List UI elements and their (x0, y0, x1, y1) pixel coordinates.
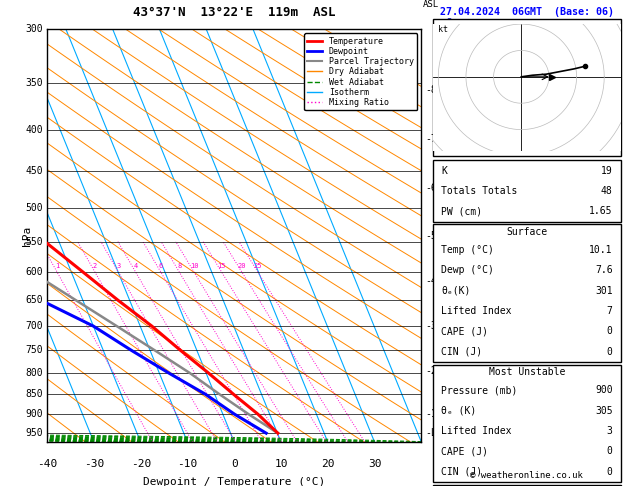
Text: 10.1: 10.1 (589, 245, 613, 255)
Text: CAPE (J): CAPE (J) (441, 327, 488, 336)
Text: 900: 900 (595, 385, 613, 395)
Text: θₑ(K): θₑ(K) (441, 286, 470, 295)
Text: 20: 20 (238, 263, 246, 269)
Text: K: K (441, 166, 447, 175)
Text: 0: 0 (607, 467, 613, 477)
Text: -8: -8 (425, 85, 437, 95)
Text: 750: 750 (26, 346, 43, 355)
Text: -LCL: -LCL (425, 428, 448, 438)
Text: 850: 850 (26, 389, 43, 399)
Bar (433, 224, 621, 362)
Text: 25: 25 (253, 263, 262, 269)
Text: 2: 2 (93, 263, 97, 269)
Text: Dewp (°C): Dewp (°C) (441, 265, 494, 275)
Text: Totals Totals: Totals Totals (441, 186, 517, 196)
Text: 400: 400 (26, 125, 43, 135)
Text: 8: 8 (177, 263, 181, 269)
Text: © weatheronline.co.uk: © weatheronline.co.uk (470, 471, 583, 480)
Text: 6: 6 (159, 263, 163, 269)
Text: 650: 650 (26, 295, 43, 305)
Text: 800: 800 (26, 368, 43, 378)
Text: 300: 300 (26, 24, 43, 34)
Text: 550: 550 (26, 237, 43, 246)
Text: -1: -1 (425, 409, 437, 419)
Text: 0: 0 (607, 447, 613, 456)
Text: 27.04.2024  06GMT  (Base: 06): 27.04.2024 06GMT (Base: 06) (440, 7, 614, 17)
Text: 500: 500 (26, 203, 43, 213)
Text: 3: 3 (607, 426, 613, 436)
Text: -20: -20 (131, 459, 151, 469)
Text: 10: 10 (274, 459, 288, 469)
Text: Lifted Index: Lifted Index (441, 306, 511, 316)
Bar (433, 19, 621, 156)
Text: -7: -7 (425, 135, 437, 144)
Text: PW (cm): PW (cm) (441, 207, 482, 216)
Text: CAPE (J): CAPE (J) (441, 447, 488, 456)
Text: kt: kt (438, 25, 448, 34)
Text: 301: 301 (595, 286, 613, 295)
Text: θₑ (K): θₑ (K) (441, 406, 476, 416)
Text: -10: -10 (177, 459, 198, 469)
Text: CIN (J): CIN (J) (441, 347, 482, 357)
Text: 20: 20 (321, 459, 335, 469)
Text: 7: 7 (607, 306, 613, 316)
Text: 10: 10 (190, 263, 198, 269)
Text: Mixing Ratio (g/kg): Mixing Ratio (g/kg) (447, 185, 456, 287)
Text: -30: -30 (84, 459, 104, 469)
Text: 900: 900 (26, 409, 43, 419)
Text: -6: -6 (425, 183, 437, 193)
Text: 48: 48 (601, 186, 613, 196)
Text: Surface: Surface (506, 227, 547, 237)
Text: km
ASL: km ASL (423, 0, 439, 8)
Text: -3: -3 (425, 321, 437, 331)
Text: 15: 15 (218, 263, 226, 269)
Text: -5: -5 (425, 231, 437, 241)
Bar (433, 160, 621, 222)
Text: 600: 600 (26, 267, 43, 277)
Text: 4: 4 (133, 263, 138, 269)
Text: Most Unstable: Most Unstable (489, 367, 565, 377)
Text: 0: 0 (231, 459, 238, 469)
Text: Lifted Index: Lifted Index (441, 426, 511, 436)
Text: -2: -2 (425, 366, 437, 376)
Text: 305: 305 (595, 406, 613, 416)
Text: -40: -40 (37, 459, 57, 469)
Legend: Temperature, Dewpoint, Parcel Trajectory, Dry Adiabat, Wet Adiabat, Isotherm, Mi: Temperature, Dewpoint, Parcel Trajectory… (304, 34, 417, 110)
Text: 3: 3 (116, 263, 121, 269)
Text: 7.6: 7.6 (595, 265, 613, 275)
Text: Temp (°C): Temp (°C) (441, 245, 494, 255)
Text: 1: 1 (55, 263, 59, 269)
Text: 43°37'N  13°22'E  119m  ASL: 43°37'N 13°22'E 119m ASL (133, 6, 335, 19)
Text: 30: 30 (368, 459, 381, 469)
Text: hPa: hPa (21, 226, 31, 246)
Text: 19: 19 (601, 166, 613, 175)
Text: 450: 450 (26, 166, 43, 176)
Text: 700: 700 (26, 321, 43, 331)
Text: 1.65: 1.65 (589, 207, 613, 216)
Bar (433, 485, 621, 486)
Text: CIN (J): CIN (J) (441, 467, 482, 477)
Text: 0: 0 (607, 347, 613, 357)
Text: Pressure (mb): Pressure (mb) (441, 385, 517, 395)
Bar (433, 364, 621, 482)
Text: -4: -4 (425, 277, 437, 286)
Text: 350: 350 (26, 78, 43, 88)
Text: Dewpoint / Temperature (°C): Dewpoint / Temperature (°C) (143, 477, 325, 486)
Text: 0: 0 (607, 327, 613, 336)
Text: 950: 950 (26, 428, 43, 438)
